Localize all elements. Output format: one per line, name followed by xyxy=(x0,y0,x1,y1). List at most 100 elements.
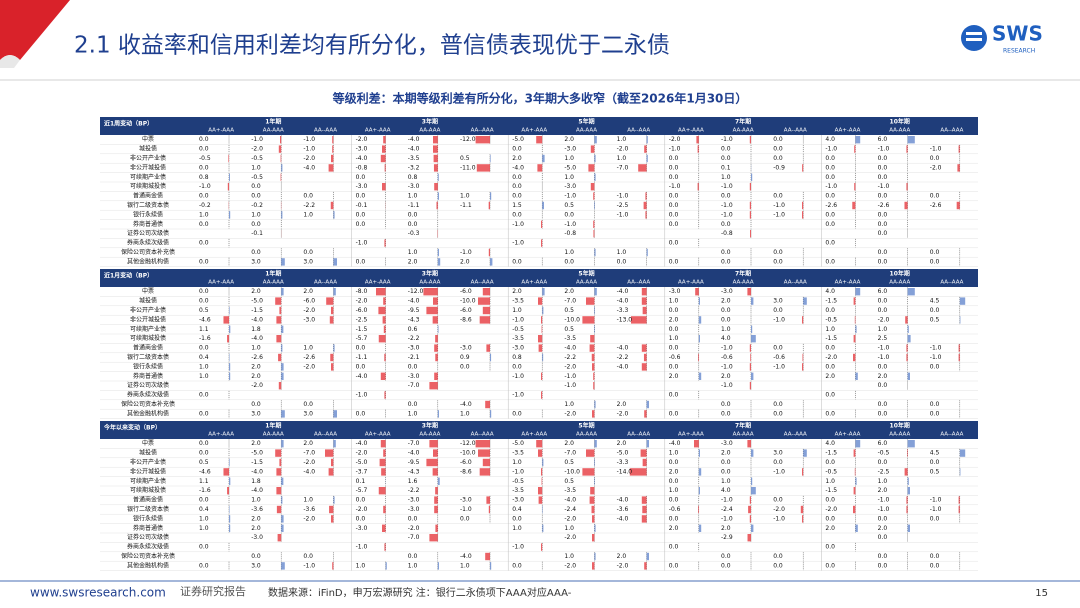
cell-value: 3.0 xyxy=(251,410,261,417)
cell-value: -4.0 xyxy=(617,345,629,352)
cell-value: 1.0 xyxy=(303,211,313,218)
cell-bar xyxy=(486,344,490,352)
row-label: 非公开产业债 xyxy=(130,458,166,466)
cell-bar xyxy=(538,344,543,352)
cell-bar xyxy=(381,468,386,476)
cell-bar xyxy=(426,306,438,315)
cell-value: 0.0 xyxy=(878,534,888,541)
cell-value: -1.0 xyxy=(564,221,576,228)
cell-bar xyxy=(433,297,438,305)
cell-value: 0.0 xyxy=(669,478,679,485)
cell-value: -2.0 xyxy=(564,410,576,417)
cell-bar xyxy=(541,220,543,228)
grade-header: AA+-AAA xyxy=(521,128,547,134)
cell-value: -12.0 xyxy=(460,136,476,143)
term-header: 3年期 xyxy=(422,118,438,126)
cell-value: 0.0 xyxy=(878,193,888,200)
cell-bar xyxy=(640,449,647,457)
cell-value: 0.0 xyxy=(878,401,888,408)
row-label: 可续期城投债 xyxy=(130,334,166,342)
cell-value: -3.0 xyxy=(408,373,420,380)
cell-value: 2.0 xyxy=(878,525,888,532)
cell-value: -1.5 xyxy=(251,459,263,466)
row-label: 城投债 xyxy=(139,449,157,457)
grade-header: AA--AAA xyxy=(940,432,963,438)
cell-value: -7.0 xyxy=(564,450,576,457)
cell-value: 0.0 xyxy=(773,459,783,466)
cell-bar xyxy=(536,440,543,448)
cell-value: -1.5 xyxy=(825,487,837,494)
cell-value: -4.6 xyxy=(199,316,211,323)
cell-value: 0.0 xyxy=(825,544,835,551)
cell-bar xyxy=(747,288,751,296)
cell-value: -4.0 xyxy=(408,136,420,143)
cell-bar xyxy=(281,477,284,485)
cell-bar xyxy=(751,297,754,305)
cell-value: -2.0 xyxy=(251,146,263,153)
cell-value: 2.0 xyxy=(878,487,888,494)
cell-value: -2.0 xyxy=(773,506,785,513)
cell-bar xyxy=(854,468,856,476)
cell-value: -3.0 xyxy=(303,316,315,323)
cell-bar xyxy=(276,468,282,476)
cell-bar xyxy=(751,477,753,485)
cell-bar xyxy=(646,136,648,144)
cell-bar xyxy=(325,449,334,457)
cell-value: 0.0 xyxy=(721,401,731,408)
cell-value: 0.0 xyxy=(669,193,679,200)
cell-bar xyxy=(331,515,334,523)
cell-value: -0.5 xyxy=(825,316,837,323)
cell-bar xyxy=(749,382,751,390)
cell-bar xyxy=(485,400,490,409)
row-label: 可续期城投债 xyxy=(130,486,166,494)
cell-value: -3.0 xyxy=(251,534,263,541)
cell-bar xyxy=(907,524,910,532)
cell-bar xyxy=(276,335,282,343)
cell-value: -5.0 xyxy=(251,450,263,457)
logo-text: SWS xyxy=(992,22,1043,46)
cell-value: 1.0 xyxy=(251,497,261,504)
cell-value: 0.0 xyxy=(669,410,679,417)
cell-bar xyxy=(281,363,284,371)
red-swoosh xyxy=(0,0,70,60)
cell-value: 0.0 xyxy=(251,401,261,408)
cell-bar xyxy=(281,562,285,570)
cell-bar xyxy=(278,145,282,153)
cell-bar xyxy=(330,201,334,210)
cell-value: -1.0 xyxy=(721,183,733,190)
cell-value: 0.0 xyxy=(825,307,835,314)
cell-value: -0.5 xyxy=(251,174,263,181)
cell-value: 0.0 xyxy=(930,410,940,417)
cell-value: -1.0 xyxy=(721,497,733,504)
cell-value: 2.0 xyxy=(251,515,261,522)
cell-value: -6.0 xyxy=(460,459,472,466)
cell-value: -2.2 xyxy=(617,354,629,361)
cell-value: 0.0 xyxy=(825,193,835,200)
cell-value: 0.0 xyxy=(930,307,940,314)
cell-value: 4.0 xyxy=(721,487,731,494)
cell-bar xyxy=(855,325,857,333)
cell-value: 0.0 xyxy=(773,410,783,417)
cell-bar xyxy=(332,145,334,153)
cell-bar xyxy=(697,145,699,153)
cell-value: 0.4 xyxy=(199,354,209,361)
cell-bar xyxy=(698,487,700,495)
cell-value: -2.2 xyxy=(408,335,420,342)
cell-bar xyxy=(802,211,804,219)
cell-value: -2.6 xyxy=(825,202,837,209)
cell-value: 0.0 xyxy=(721,146,731,153)
cell-value: 1.0 xyxy=(617,136,627,143)
cell-bar xyxy=(750,353,751,362)
cell-bar xyxy=(475,440,490,448)
row-label: 中票 xyxy=(142,287,154,295)
cell-bar xyxy=(641,344,647,352)
cell-bar xyxy=(904,201,908,210)
cell-value: -1.0 xyxy=(773,515,785,522)
page-number: 15 xyxy=(1035,588,1048,599)
cell-value: -1.0 xyxy=(356,240,368,247)
cell-value: 0.0 xyxy=(408,515,418,522)
cell-value: -2.0 xyxy=(930,164,942,171)
cell-value: 0.0 xyxy=(199,562,209,569)
cell-bar xyxy=(281,515,284,523)
